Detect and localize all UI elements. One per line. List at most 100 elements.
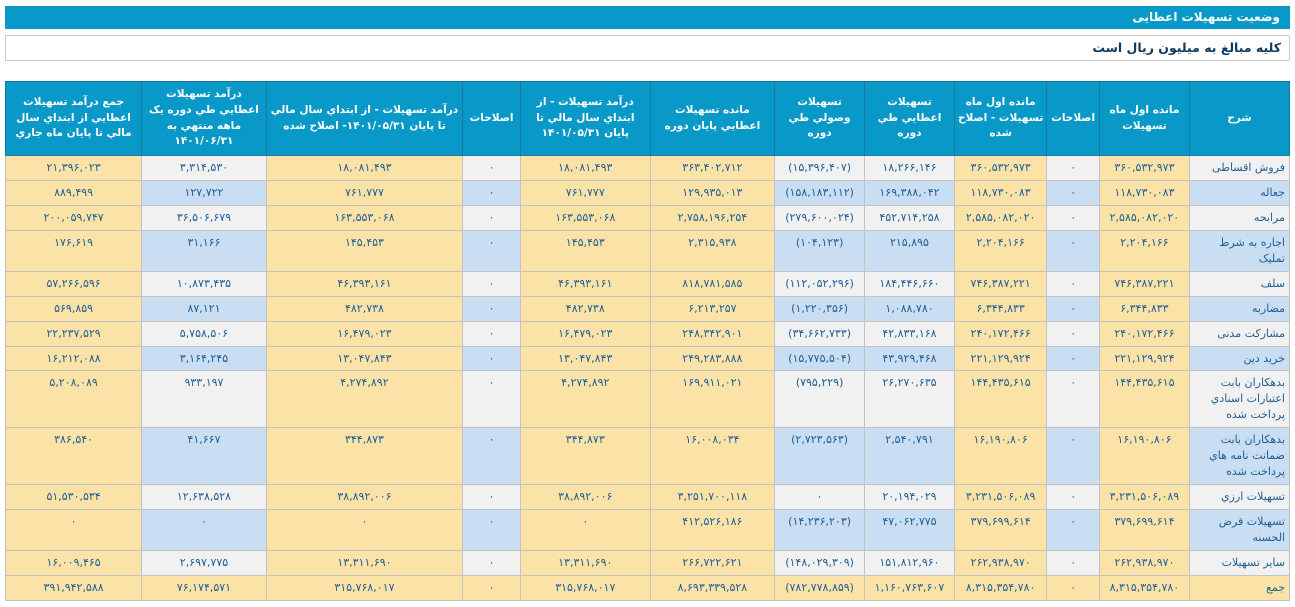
value-cell: ۴,۲۷۴,۸۹۲ bbox=[519, 370, 651, 429]
value-cell: ۵,۷۵۸,۵۰۶ bbox=[141, 320, 267, 347]
value-cell: ۰ bbox=[1046, 295, 1100, 322]
facilities-table: شرح مانده اول ماه تسهیلات اصلاحات مانده اول… bbox=[4, 81, 1291, 601]
value-cell: ۱۴۴,۴۳۵,۶۱۵ bbox=[953, 370, 1048, 429]
value-cell: ۰ bbox=[1046, 179, 1100, 206]
column-header-5: تسهیلات وصولي طي دوره bbox=[774, 81, 866, 156]
value-cell: ۱۶,۱۹۰,۸۰۶ bbox=[953, 427, 1048, 486]
value-cell: ۳,۲۳۱,۵۰۶,۰۸۹ bbox=[953, 484, 1048, 510]
row-label-cell: تسهیلات قرض الحسنه bbox=[1188, 509, 1291, 551]
value-cell: ۰ bbox=[462, 345, 521, 372]
value-cell: ۰ bbox=[1046, 320, 1100, 347]
table-row: بدهکاران بابت ضمانت نامه هاي پرداخت شده ۱… bbox=[4, 427, 1291, 486]
value-cell: ۳۶۳,۴۰۲,۷۱۲ bbox=[649, 155, 776, 181]
value-cell: ۱۴۵,۴۵۳ bbox=[265, 229, 464, 272]
column-header-8: اصلاحات bbox=[462, 81, 521, 156]
value-cell: (۱۵,۳۹۶,۴۰۷) bbox=[774, 155, 866, 181]
table-row: مضاربه ۶,۳۴۴,۸۳۳ ۰ ۶,۳۴۴,۸۳۳ ۱,۰۸۸,۷۸۰ (۱,۲۲۰… bbox=[4, 295, 1291, 322]
value-cell: ۳۱۵,۷۶۸,۰۱۷ bbox=[265, 574, 464, 601]
value-cell: ۲,۵۸۵,۰۸۲,۰۲۰ bbox=[1098, 204, 1190, 231]
value-cell: ۱۰,۸۷۳,۴۳۵ bbox=[141, 270, 267, 297]
value-cell: (۱۴,۲۳۶,۲۰۳) bbox=[774, 509, 866, 551]
value-cell: ۱۸,۰۸۱,۴۹۳ bbox=[519, 155, 651, 181]
value-cell: ۱۴۴,۴۳۵,۶۱۵ bbox=[1098, 370, 1190, 429]
value-cell: ۲۱۵,۸۹۵ bbox=[864, 229, 955, 272]
value-cell: ۰ bbox=[519, 509, 651, 551]
value-cell: ۰ bbox=[265, 509, 464, 551]
value-cell: ۳۱,۱۶۶ bbox=[141, 229, 267, 272]
value-cell: ۱۱۸,۷۳۰,۰۸۳ bbox=[953, 179, 1048, 206]
value-cell: ۱۲۷,۷۲۲ bbox=[141, 179, 267, 206]
value-cell: ۸,۳۱۵,۳۵۴,۷۸۰ bbox=[953, 574, 1048, 601]
value-cell: ۰ bbox=[462, 179, 521, 206]
column-header-4: تسهیلات اعطایي طي دوره bbox=[864, 81, 955, 156]
value-cell: ۳۴۴,۸۷۳ bbox=[265, 427, 464, 486]
row-label-cell: جعاله bbox=[1188, 179, 1291, 206]
value-cell: ۳۷۹,۶۹۹,۶۱۴ bbox=[953, 509, 1048, 551]
row-label-cell: بدهکاران بابت اعتبارات اسنادي پرداخت شده bbox=[1188, 370, 1291, 429]
value-cell: ۲,۲۰۴,۱۶۶ bbox=[953, 229, 1048, 272]
value-cell: ۸۷,۱۲۱ bbox=[141, 295, 267, 322]
value-cell: ۰ bbox=[1046, 370, 1100, 429]
value-cell: ۱۶۹,۳۸۸,۰۴۲ bbox=[864, 179, 955, 206]
value-cell: ۴۸۲,۷۳۸ bbox=[265, 295, 464, 322]
column-header-9: درآمد تسهیلات - از ابتداي سال مالي تا پا… bbox=[265, 81, 464, 156]
value-cell: ۲,۵۴۰,۷۹۱ bbox=[864, 427, 955, 486]
value-cell: (۱۴۸,۰۲۹,۳۰۹) bbox=[774, 549, 866, 576]
value-cell: ۷۶۱,۷۷۷ bbox=[519, 179, 651, 206]
column-header-1: مانده اول ماه تسهیلات bbox=[1098, 81, 1190, 156]
value-cell: ۱۴۵,۴۵۳ bbox=[519, 229, 651, 272]
value-cell: ۸,۳۱۵,۳۵۴,۷۸۰ bbox=[1098, 574, 1190, 601]
value-cell: ۱۶,۰۰۸,۰۳۴ bbox=[649, 427, 776, 486]
value-cell: ۳,۲۵۱,۷۰۰,۱۱۸ bbox=[649, 484, 776, 510]
value-cell: ۲۲,۲۳۷,۵۲۹ bbox=[4, 320, 143, 347]
value-cell: (۱۵۸,۱۸۳,۱۱۲) bbox=[774, 179, 866, 206]
value-cell: ۰ bbox=[462, 270, 521, 297]
value-cell: ۱,۱۶۰,۷۶۳,۶۰۷ bbox=[864, 574, 955, 601]
value-cell: ۴۵۲,۷۱۴,۲۵۸ bbox=[864, 204, 955, 231]
value-cell: ۷۴۶,۳۸۷,۲۲۱ bbox=[953, 270, 1048, 297]
value-cell: ۲۴۰,۱۷۲,۴۶۶ bbox=[953, 320, 1048, 347]
value-cell: ۰ bbox=[1046, 549, 1100, 576]
value-cell: ۳۷۹,۶۹۹,۶۱۴ bbox=[1098, 509, 1190, 551]
column-header-2: اصلاحات bbox=[1046, 81, 1100, 156]
row-label-cell: جمع bbox=[1188, 574, 1291, 601]
value-cell: ۲,۶۹۷,۷۷۵ bbox=[141, 549, 267, 576]
value-cell: ۳۶,۵۰۶,۶۷۹ bbox=[141, 204, 267, 231]
page-title-bar: وضعیت تسهیلات اعطایی bbox=[5, 6, 1290, 29]
value-cell: (۷۹۵,۲۲۹) bbox=[774, 370, 866, 429]
value-cell: ۱۶۳,۵۵۳,۰۶۸ bbox=[519, 204, 651, 231]
value-cell: ۲,۷۵۸,۱۹۶,۲۵۴ bbox=[649, 204, 776, 231]
value-cell: ۳۶۰,۵۳۲,۹۷۳ bbox=[1098, 155, 1190, 181]
value-cell: ۱۶,۲۱۲,۰۸۸ bbox=[4, 345, 143, 372]
value-cell: (۱,۲۲۰,۳۵۶) bbox=[774, 295, 866, 322]
value-cell: ۲۶۲,۹۳۸,۹۷۰ bbox=[1098, 549, 1190, 576]
units-note: کلیه مبالغ به میلیون ریال است bbox=[1092, 40, 1281, 55]
row-label-cell: سلف bbox=[1188, 270, 1291, 297]
value-cell: ۷۶۱,۷۷۷ bbox=[265, 179, 464, 206]
value-cell: ۷۶,۱۷۴,۵۷۱ bbox=[141, 574, 267, 601]
value-cell: ۰ bbox=[4, 509, 143, 551]
value-cell: ۱۵۱,۸۱۲,۹۶۰ bbox=[864, 549, 955, 576]
value-cell: ۴۷,۰۶۲,۷۷۵ bbox=[864, 509, 955, 551]
value-cell: ۴۸۲,۷۳۸ bbox=[519, 295, 651, 322]
value-cell: ۲,۳۱۵,۹۳۸ bbox=[649, 229, 776, 272]
row-label-cell: تسهیلات ارزي bbox=[1188, 484, 1291, 510]
table-body: فروش اقساطی ۳۶۰,۵۳۲,۹۷۳ ۰ ۳۶۰,۵۳۲,۹۷۳ ۱۸,۲۶۶… bbox=[4, 155, 1291, 601]
value-cell: ۱۶,۴۷۹,۰۲۳ bbox=[519, 320, 651, 347]
value-cell: ۳۶۰,۵۳۲,۹۷۳ bbox=[953, 155, 1048, 181]
row-label-cell: مرابحه bbox=[1188, 204, 1291, 231]
value-cell: ۱۲,۶۳۸,۵۲۸ bbox=[141, 484, 267, 510]
value-cell: ۲۴۸,۳۴۲,۹۰۱ bbox=[649, 320, 776, 347]
value-cell: ۰ bbox=[1046, 484, 1100, 510]
value-cell: ۰ bbox=[462, 509, 521, 551]
total-row: جمع ۸,۳۱۵,۳۵۴,۷۸۰ ۰ ۸,۳۱۵,۳۵۴,۷۸۰ ۱,۱۶۰,۷۶۳,… bbox=[4, 574, 1291, 601]
table-header: شرح مانده اول ماه تسهیلات اصلاحات مانده اول… bbox=[4, 81, 1291, 156]
value-cell: ۱۸,۰۸۱,۴۹۳ bbox=[265, 155, 464, 181]
value-cell: ۳,۲۳۱,۵۰۶,۰۸۹ bbox=[1098, 484, 1190, 510]
value-cell: ۲,۲۰۴,۱۶۶ bbox=[1098, 229, 1190, 272]
value-cell: (۷۸۲,۷۷۸,۸۵۹) bbox=[774, 574, 866, 601]
value-cell: ۱۳,۳۱۱,۶۹۰ bbox=[519, 549, 651, 576]
value-cell: ۰ bbox=[462, 549, 521, 576]
value-cell: ۰ bbox=[462, 155, 521, 181]
table-row: سلف ۷۴۶,۳۸۷,۲۲۱ ۰ ۷۴۶,۳۸۷,۲۲۱ ۱۸۴,۴۴۶,۶۶۰ (۱۱… bbox=[4, 270, 1291, 297]
